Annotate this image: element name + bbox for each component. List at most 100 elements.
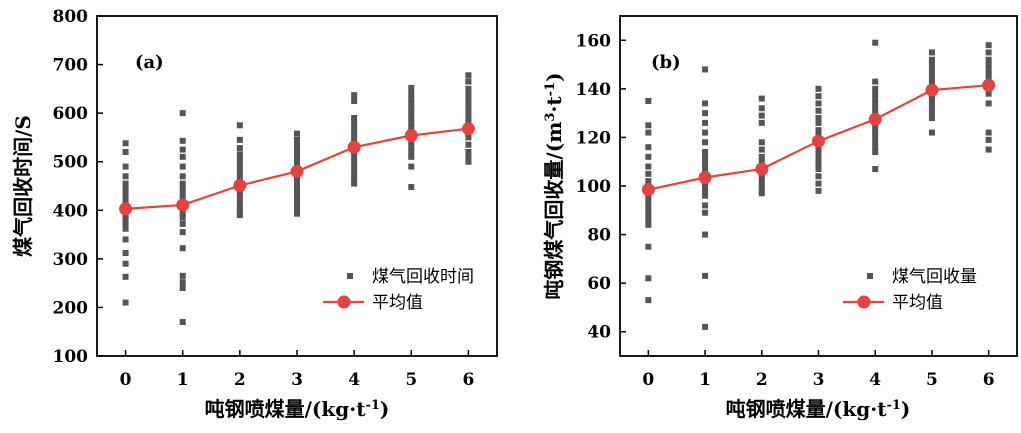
- chart-b-scatter-point: [702, 119, 709, 126]
- chart-a-scatter-point: [408, 105, 415, 112]
- chart-a-scatter-point: [179, 137, 186, 144]
- chart-b-scatter-point: [702, 192, 709, 199]
- chart-b-x-axis-title: 吨钢喷煤量/(kg·t-1): [726, 397, 911, 421]
- chart-b-legend-scatter-label: 煤气回收量: [892, 267, 977, 287]
- chart-a-scatter-point: [179, 220, 186, 227]
- chart-b-scatter-point: [815, 127, 822, 134]
- chart-b-scatter-point: [815, 146, 822, 153]
- chart-a-scatter-point: [179, 245, 186, 252]
- chart-a-scatter-point: [294, 146, 300, 153]
- chart-a-scatter-point: [122, 225, 129, 232]
- chart-b-legend-scatter-marker: [867, 273, 873, 279]
- chart-a-y-tick-label: 800: [53, 7, 89, 27]
- chart-b-scatter-point: [985, 90, 992, 97]
- chart-a-scatter-point: [351, 173, 358, 180]
- chart-a-scatter-point: [408, 84, 415, 91]
- chart-a-scatter-point: [408, 183, 415, 190]
- chart-a-scatter-point: [408, 153, 415, 160]
- chart-a-scatter-point: [236, 151, 243, 158]
- chart-b-scatter-point: [872, 85, 879, 92]
- chart-a-scatter-point: [122, 149, 129, 155]
- chart-a-scatter-point: [179, 279, 186, 286]
- chart-a-scatter-point: [465, 154, 472, 161]
- chart-a-scatter-point: [236, 161, 243, 168]
- chart-a-scatter-point: [294, 183, 300, 189]
- chart-a-scatter-point: [351, 163, 358, 170]
- chart-b-scatter-point: [645, 221, 652, 228]
- chart-a-panel-label: (a): [135, 52, 164, 73]
- chart-a-scatter-point: [179, 163, 186, 170]
- chart-b-scatter-point: [872, 139, 879, 146]
- chart-b-scatter-point: [928, 110, 935, 117]
- chart-a-scatter-point: [236, 145, 243, 152]
- chart-b-scatter-point: [702, 158, 709, 165]
- chart-a-scatter-point: [236, 200, 243, 206]
- chart-a-scatter-point: [408, 115, 415, 121]
- chart-a-scatter-point: [465, 78, 472, 85]
- chart-b-scatter-point: [645, 153, 652, 160]
- chart-a-scatter-point: [294, 161, 300, 168]
- chart-b-legend-line-point: [857, 295, 871, 309]
- chart-a-scatter-point: [236, 170, 243, 177]
- chart-b-x-tick-label: 5: [926, 370, 938, 390]
- chart-b-scatter-point: [702, 202, 709, 209]
- chart-a-scatter-point: [179, 229, 186, 236]
- chart-a-x-tick-label: 0: [120, 370, 132, 390]
- chart-b-mean-point: [755, 162, 769, 176]
- chart-b-scatter-point: [645, 217, 652, 223]
- chart-a-scatter-point: [179, 319, 186, 325]
- chart-b-scatter-point: [645, 202, 652, 209]
- chart-b-y-tick-label: 60: [587, 274, 611, 294]
- chart-a-scatter-point: [122, 216, 129, 223]
- chart-a-scatter-point: [179, 110, 186, 117]
- chart-a-x-tick-label: 3: [291, 370, 303, 390]
- chart-b-scatter-point: [758, 173, 765, 180]
- chart-b-x-tick-label: 4: [869, 370, 881, 390]
- chart-b-mean-point: [698, 171, 712, 184]
- chart-b-scatter-point: [758, 139, 765, 146]
- chart-b-scatter-point: [872, 78, 879, 85]
- chart-a-y-tick-label: 700: [53, 56, 89, 76]
- chart-b-scatter-point: [872, 90, 879, 97]
- chart-a-y-tick-label: 200: [53, 298, 89, 318]
- chart-a-scatter-point: [294, 206, 300, 213]
- chart-b-scatter-point: [758, 95, 765, 102]
- chart-b-scatter-point: [985, 42, 992, 49]
- chart-a-scatter-point: [122, 190, 129, 197]
- chart-b-scatter-point: [815, 156, 822, 163]
- chart-b-scatter-point: [985, 56, 992, 63]
- chart-a-x-axis-title: 吨钢喷煤量/(kg·t-1): [205, 397, 390, 421]
- chart-a-scatter-point: [236, 175, 243, 182]
- chart-a-scatter-point: [294, 141, 300, 148]
- chart-a-scatter-point: [122, 260, 129, 267]
- chart-b-scatter-point: [815, 115, 822, 121]
- chart-b-x-tick-label: 3: [813, 370, 825, 390]
- chart-a-scatter-point: [351, 158, 358, 165]
- chart-a-scatter-point: [465, 141, 472, 148]
- chart-b-scatter-point: [815, 161, 822, 168]
- chart-b-scatter-point: [872, 166, 879, 172]
- chart-b-scatter-point: [702, 209, 709, 216]
- chart-b-y-tick-label: 140: [576, 80, 612, 100]
- chart-b-scatter-point: [928, 95, 935, 102]
- chart-b-scatter-point: [702, 110, 709, 117]
- chart-a-x-tick-label: 4: [348, 370, 360, 390]
- chart-b-scatter-point: [645, 144, 652, 151]
- chart-b-y-tick-label: 100: [576, 177, 612, 197]
- chart-b-scatter-point: [928, 76, 935, 83]
- chart-a-scatter-point: [179, 146, 186, 153]
- chart-a-scatter-point: [465, 85, 472, 92]
- chart-a-scatter-point: [465, 100, 472, 107]
- chart-b-y-tick-label: 80: [587, 226, 611, 246]
- chart-a-scatter-point: [294, 178, 300, 185]
- chart-b-mean-point: [641, 183, 655, 197]
- chart-a-scatter-point: [294, 136, 300, 143]
- chart-a-scatter-point: [351, 168, 358, 175]
- chart-a-scatter-point: [122, 273, 129, 280]
- chart-b-y-axis-title: 吨钢煤气回收量/(m3·t-1): [542, 72, 566, 299]
- chart-a-scatter-point: [179, 185, 186, 192]
- chart-a-scatter-point: [351, 153, 358, 160]
- chart-a-mean-point: [233, 179, 247, 193]
- chart-b-scatter-point: [815, 173, 822, 180]
